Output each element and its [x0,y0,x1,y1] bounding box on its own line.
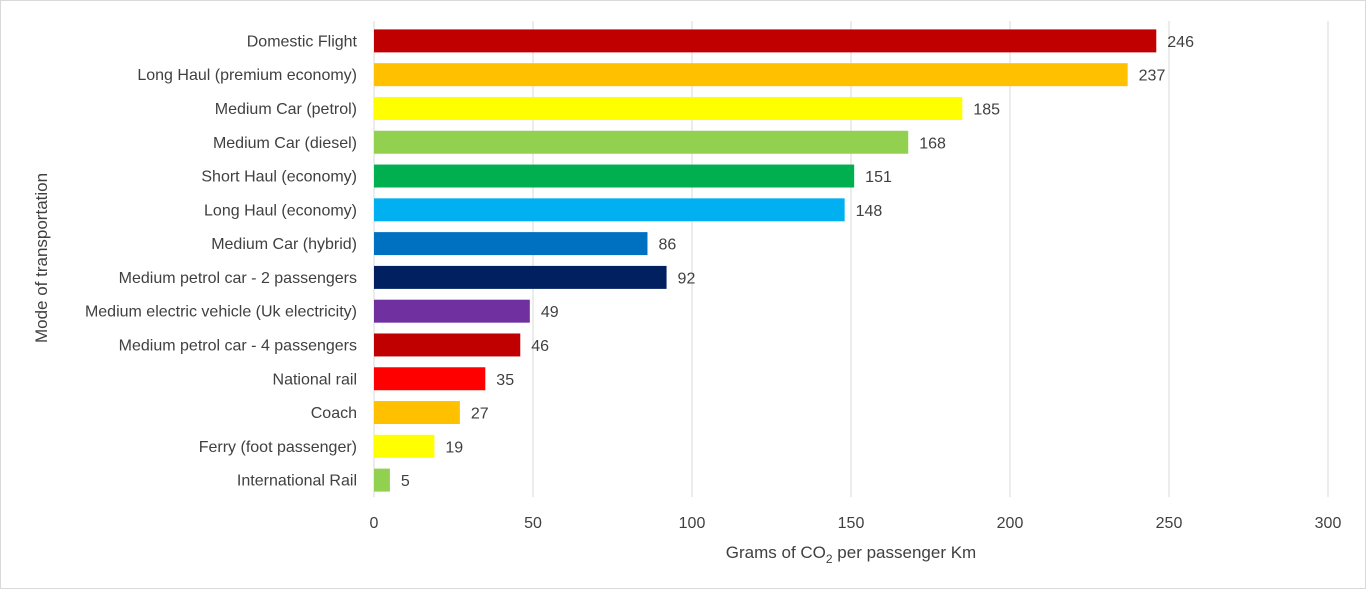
data-label: 148 [856,203,883,220]
bar [374,434,435,458]
bar [374,468,390,492]
data-label: 49 [541,304,559,321]
bar [374,164,855,188]
gridlines [373,21,1329,497]
category-label: Medium petrol car - 2 passengers [119,270,357,287]
bar [374,130,909,154]
category-label: Long Haul (premium economy) [137,67,357,84]
data-label: 27 [471,406,489,423]
x-axis-title-rest: per passenger Km [833,543,977,562]
category-label: Ferry (foot passenger) [199,439,357,456]
bar [374,367,486,391]
data-label: 5 [401,473,410,490]
x-tick-label: 250 [1156,515,1183,532]
category-label: Medium electric vehicle (Uk electricity) [85,304,357,321]
category-label: Domestic Flight [247,33,358,50]
x-tick-label: 150 [838,515,865,532]
bar [374,96,963,120]
data-label: 237 [1139,68,1166,85]
bar [374,232,648,256]
data-label: 168 [919,135,946,152]
x-tick-label: 300 [1315,515,1342,532]
x-axis-title: Grams of CO2 per passenger Km [726,543,976,566]
category-label: Medium Car (petrol) [215,101,357,118]
bar [374,198,845,222]
category-label: Medium Car (hybrid) [211,236,357,253]
data-label: 185 [973,101,1000,118]
data-label: 92 [678,270,696,287]
x-tick-label: 100 [679,515,706,532]
bar [374,265,667,289]
x-tick-label: 50 [524,515,542,532]
category-label: Medium petrol car - 4 passengers [119,337,357,354]
category-label: International Rail [237,473,357,490]
category-label: Coach [311,405,357,422]
y-axis-title: Mode of transportation [32,173,51,343]
data-label: 46 [531,338,549,355]
bar [374,401,460,425]
x-tick-label: 0 [370,515,379,532]
bar [374,299,530,323]
x-tick-label: 200 [997,515,1024,532]
category-label: Short Haul (economy) [201,169,357,186]
category-label: Medium Car (diesel) [213,135,357,152]
category-labels: Domestic Flight Long Haul (premium econom… [85,33,358,489]
data-label: 19 [445,439,463,456]
bar [374,63,1128,87]
x-axis-title-main: Grams of CO [726,543,826,562]
data-label: 35 [496,372,514,389]
x-axis-title-subscript: 2 [826,552,833,566]
bar [374,333,521,357]
bars [374,29,1157,492]
x-tick-labels: 0 50 100 150 200 250 300 [370,515,1342,532]
data-label: 86 [658,237,676,254]
category-label: Long Haul (economy) [204,202,357,219]
data-label: 151 [865,169,892,186]
data-label: 246 [1167,34,1194,51]
bar [374,29,1157,53]
category-label: National rail [273,371,357,388]
